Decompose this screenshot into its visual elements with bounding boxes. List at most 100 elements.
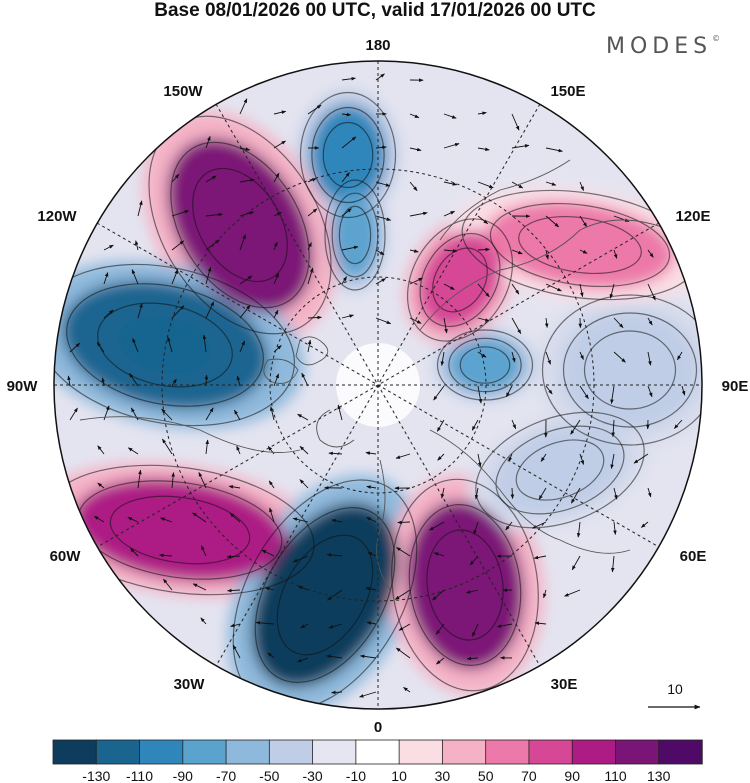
wind-arrow bbox=[437, 453, 445, 461]
wind-arrow bbox=[127, 447, 139, 455]
positive-anomaly-25e-core bbox=[438, 546, 492, 624]
positive-anomaly-65w-contour-1 bbox=[109, 495, 251, 565]
wind-arrow bbox=[205, 301, 215, 319]
negative-anomaly-90e-contour-1 bbox=[583, 330, 677, 410]
colorbar-tick-label: -110 bbox=[126, 768, 153, 783]
wind-arrow bbox=[103, 309, 114, 319]
reference-vector-label: 10 bbox=[667, 681, 683, 697]
map-border bbox=[53, 60, 703, 710]
wind-arrow bbox=[511, 351, 516, 363]
colorbar-swatch bbox=[312, 739, 357, 765]
wind-arrow bbox=[230, 623, 241, 628]
wind-arrow bbox=[545, 385, 553, 395]
wind-arrow bbox=[234, 409, 241, 421]
wind-arrow bbox=[307, 104, 322, 115]
wind-arrow bbox=[409, 249, 419, 253]
wind-arrow bbox=[610, 385, 615, 404]
negative-anomaly-100w-contour-3 bbox=[54, 263, 295, 427]
wind-arrow bbox=[443, 143, 460, 149]
wind-arrow bbox=[239, 275, 253, 285]
positive-anomaly-140w-core bbox=[207, 185, 273, 265]
negative-anomaly-90e-core bbox=[598, 343, 662, 397]
wind-arrow bbox=[227, 588, 241, 593]
lon-label-30w: 30W bbox=[174, 676, 206, 693]
wind-arrow bbox=[496, 623, 513, 628]
lon-label-60e: 60E bbox=[680, 548, 707, 565]
wind-arrow bbox=[171, 173, 180, 183]
colorbar bbox=[52, 739, 703, 765]
wind-arrow bbox=[205, 439, 209, 455]
wind-arrow bbox=[273, 110, 287, 115]
wind-arrow bbox=[543, 589, 547, 599]
wind-arrow bbox=[534, 621, 547, 626]
wind-arrow bbox=[576, 521, 581, 538]
lon-label-90w: 90W bbox=[7, 378, 39, 395]
wind-arrow bbox=[341, 245, 359, 251]
wind-arrow bbox=[205, 407, 214, 421]
wind-arrow bbox=[471, 419, 479, 431]
wind-arrow bbox=[292, 555, 309, 563]
wind-arrow bbox=[403, 687, 411, 693]
negative-anomaly-100w-core bbox=[118, 315, 212, 375]
wind-arrow bbox=[398, 623, 411, 631]
wind-arrow bbox=[171, 472, 175, 489]
wind-arrow bbox=[127, 516, 139, 523]
colorbar-tick-label: -90 bbox=[173, 768, 193, 783]
colorbar-tick-label: 110 bbox=[604, 768, 627, 783]
lon-label-150e: 150E bbox=[550, 83, 585, 100]
positive-anomaly-130e-contour-1 bbox=[518, 216, 642, 274]
colorbar-tick-label: 50 bbox=[478, 768, 494, 783]
wind-arrow bbox=[327, 589, 343, 601]
negative-anomaly-dateline-south-contour-1 bbox=[338, 205, 372, 265]
wind-arrow bbox=[443, 283, 455, 290]
wind-arrow bbox=[273, 140, 286, 149]
wind-arrow bbox=[375, 249, 385, 256]
negative-anomaly-60e-core bbox=[529, 449, 591, 491]
colorbar-swatch bbox=[398, 739, 444, 765]
colorbar-swatch bbox=[182, 739, 227, 765]
wind-arrow bbox=[613, 215, 630, 222]
wind-arrow bbox=[409, 147, 422, 152]
wind-arrow bbox=[307, 208, 318, 217]
wind-arrow bbox=[366, 516, 377, 523]
wind-arrow bbox=[510, 487, 515, 500]
wind-arrow bbox=[331, 518, 343, 523]
wind-arrow bbox=[396, 547, 411, 557]
lon-label-120e: 120E bbox=[675, 208, 710, 225]
wind-arrow bbox=[435, 623, 445, 635]
wind-arrow bbox=[96, 341, 105, 353]
wind-arrow bbox=[647, 487, 652, 498]
positive-anomaly-150e-contour-3 bbox=[406, 218, 514, 342]
wind-arrow bbox=[647, 351, 652, 366]
wind-arrow bbox=[673, 419, 683, 429]
wind-arrow bbox=[397, 520, 411, 525]
wind-arrow bbox=[161, 408, 173, 421]
wind-arrow bbox=[267, 652, 275, 659]
wind-arrow bbox=[264, 586, 275, 591]
wind-arrow bbox=[579, 215, 588, 228]
wind-arrow bbox=[613, 521, 617, 535]
negative-anomaly-60e-contour-1 bbox=[515, 439, 605, 501]
wind-arrow bbox=[409, 113, 420, 119]
positive-anomaly-140w-contour-2 bbox=[170, 141, 310, 309]
wind-arrow bbox=[375, 317, 392, 325]
wind-arrow bbox=[579, 351, 584, 360]
wind-arrow bbox=[477, 215, 489, 225]
wind-arrow bbox=[97, 445, 105, 455]
wind-arrow bbox=[443, 181, 458, 186]
wind-arrow bbox=[647, 283, 656, 301]
wind-arrow bbox=[611, 419, 615, 438]
colorbar-tick-label: -50 bbox=[259, 768, 279, 783]
positive-anomaly-25e-contour-2 bbox=[408, 504, 522, 666]
colorbar-swatch bbox=[225, 739, 271, 765]
wind-arrow bbox=[443, 210, 456, 217]
negative-anomaly-15w-contour-2 bbox=[254, 507, 396, 683]
wind-arrow bbox=[159, 553, 173, 558]
wind-arrow bbox=[545, 215, 560, 228]
wind-arrow bbox=[129, 373, 139, 387]
wind-arrow bbox=[545, 249, 549, 260]
wind-arrow bbox=[647, 385, 653, 398]
wind-arrow bbox=[171, 305, 185, 319]
wind-arrow bbox=[511, 283, 520, 295]
